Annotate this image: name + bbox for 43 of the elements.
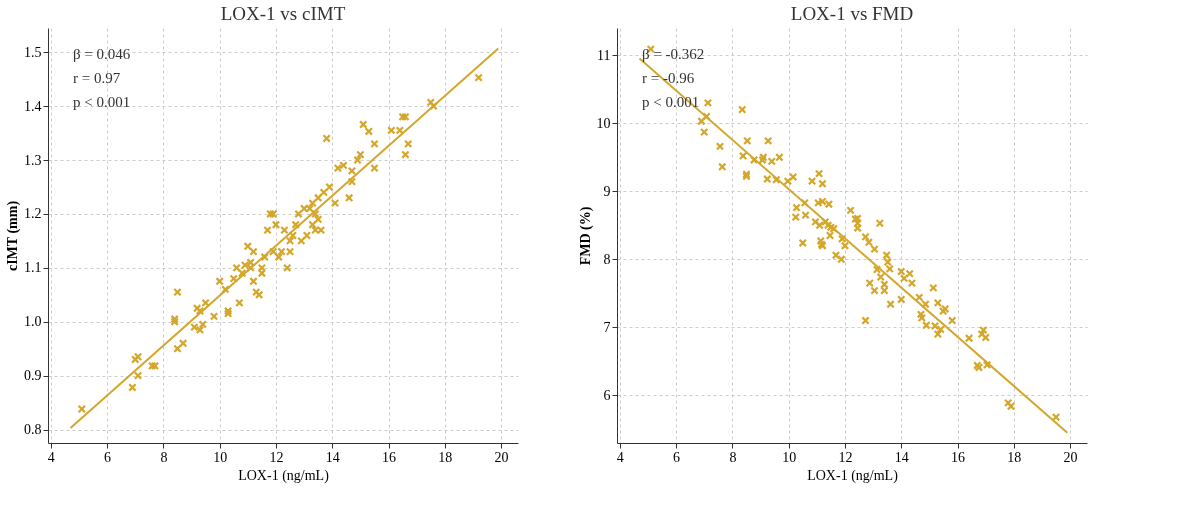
y-tick-label: 1.1 <box>24 260 42 276</box>
annotation: r = 0.97 <box>73 70 121 86</box>
x-tick-label: 14 <box>894 449 909 465</box>
annotation: β = 0.046 <box>73 46 131 62</box>
y-tick-label: 0.9 <box>24 368 42 384</box>
y-tick-label: 8 <box>603 251 611 267</box>
y-axis-title: cIMT (mm) <box>5 200 21 272</box>
x-tick-label: 18 <box>1007 449 1022 465</box>
x-tick-label: 8 <box>729 449 737 465</box>
y-tick-label: 11 <box>597 47 611 63</box>
annotation: β = -0.362 <box>642 46 705 62</box>
y-tick-label: 9 <box>603 183 611 199</box>
x-tick-label: 20 <box>494 449 509 465</box>
x-tick-label: 4 <box>47 449 55 465</box>
x-tick-label: 20 <box>1063 449 1078 465</box>
y-tick-label: 6 <box>603 387 611 403</box>
x-tick-label: 16 <box>951 449 966 465</box>
x-tick-label: 8 <box>160 449 168 465</box>
x-tick-label: 4 <box>616 449 624 465</box>
x-tick-label: 14 <box>325 449 340 465</box>
annotation: p < 0.001 <box>73 94 131 110</box>
x-axis-title: LOX-1 (ng/mL) <box>807 467 899 484</box>
chart-title: LOX-1 vs FMD <box>790 3 914 24</box>
chart-title: LOX-1 vs cIMT <box>220 3 346 24</box>
x-tick-label: 10 <box>782 449 797 465</box>
y-tick-label: 1.4 <box>24 98 42 114</box>
x-axis-title: LOX-1 (ng/mL) <box>238 467 330 484</box>
x-tick-label: 6 <box>673 449 681 465</box>
y-tick-label: 7 <box>603 319 611 335</box>
y-tick-label: 1.0 <box>24 314 42 330</box>
y-tick-label: 1.5 <box>24 44 42 60</box>
y-tick-label: 0.8 <box>24 422 42 438</box>
x-tick-label: 18 <box>438 449 453 465</box>
y-tick-label: 1.2 <box>24 206 42 222</box>
annotation: r = -0.96 <box>642 70 695 86</box>
x-tick-label: 12 <box>838 449 853 465</box>
x-tick-label: 12 <box>269 449 284 465</box>
x-tick-label: 6 <box>104 449 112 465</box>
y-tick-label: 10 <box>596 115 611 131</box>
x-tick-label: 16 <box>382 449 397 465</box>
y-tick-label: 1.3 <box>24 152 42 168</box>
y-axis-title: FMD (%) <box>577 206 594 266</box>
x-tick-label: 10 <box>213 449 228 465</box>
